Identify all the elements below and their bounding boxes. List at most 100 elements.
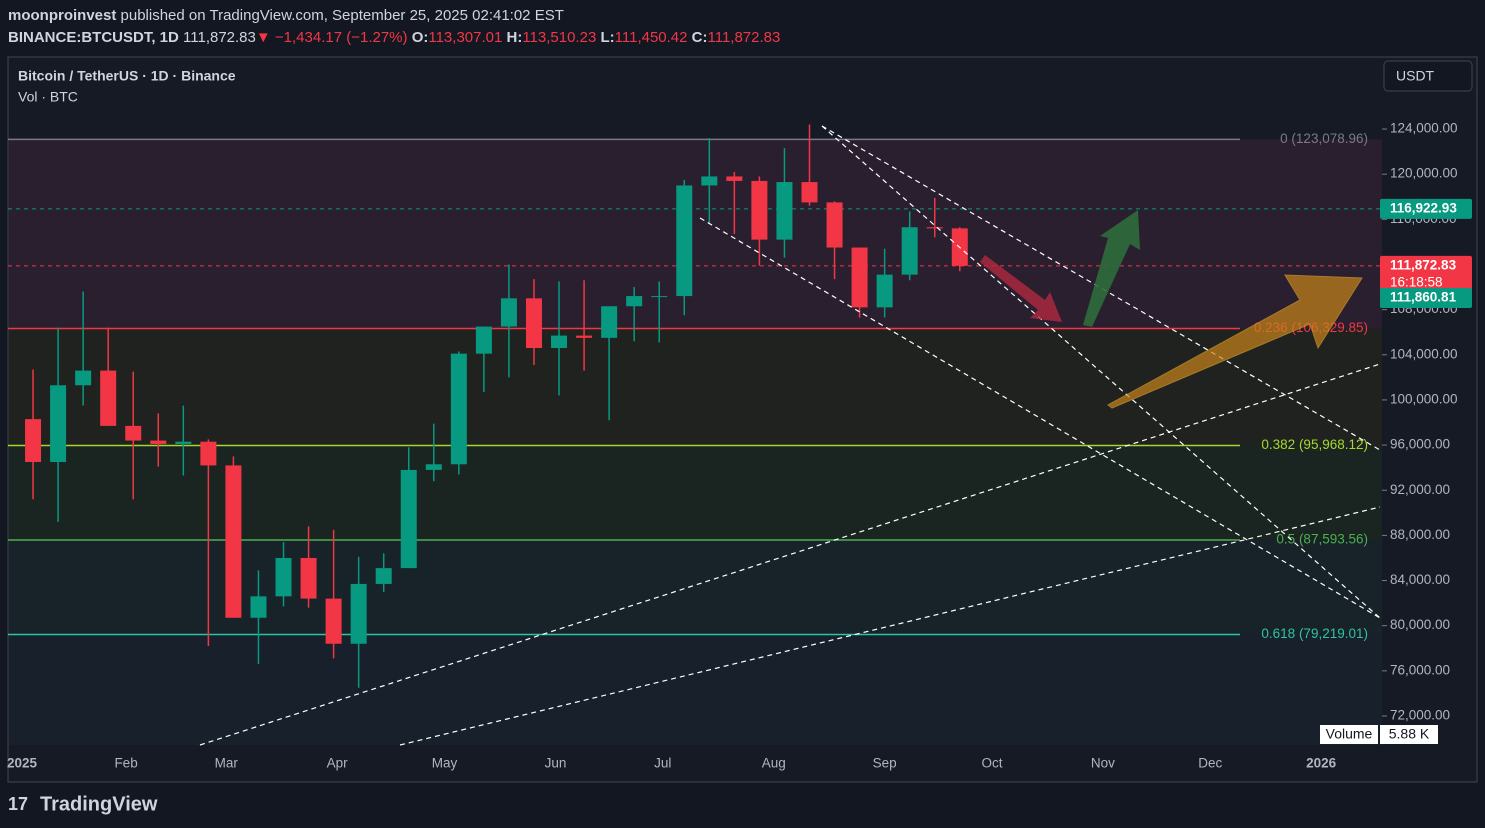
candle-body [450,353,467,465]
volume-value-tag [1380,725,1438,744]
published: published on TradingView.com, September … [121,7,564,24]
fib-label: 0.382 (95,968.12) [1261,437,1368,452]
candle-body [325,598,342,644]
candle-body [175,441,192,444]
x-tick-label: Jun [545,756,567,771]
price-tag-label: 111,872.83 [1390,257,1457,272]
trend-line [699,217,1381,619]
candle-body [626,296,643,307]
candle-body [826,202,843,248]
currency[interactable]: USDT [1396,68,1435,84]
x-tick-label: Apr [327,756,349,771]
volume-label: Volume [1326,726,1373,742]
candle-body [676,185,693,297]
symbol: BINANCE:BTCUSDT, 1D [8,29,179,46]
price-tag-timer: 16:18:58 [1390,274,1443,289]
candle-body [25,419,42,463]
candle-body [300,557,317,599]
x-tick-label: Mar [215,756,239,771]
candle-body [651,296,668,298]
candle-body [601,306,618,338]
x-tick-label: Jul [654,756,671,771]
candle-body [150,440,167,444]
candle-body [701,176,718,186]
down-arrow [980,255,1062,322]
plot: 0 (123,078.96)0.236 (106,329.85)0.382 (9… [8,124,1382,688]
h-label: H: [507,29,523,46]
candle-body [100,370,117,426]
price-tag-label: 111,860.81 [1390,290,1457,305]
up-arrow-large [1107,274,1363,409]
up-arrow [1083,210,1140,327]
candle-body [751,180,768,240]
candle-body [851,247,868,308]
y-tick-label: 72,000.00 [1390,708,1450,723]
price-tag [1380,288,1472,309]
quote-line: BINANCE:BTCUSDT, 1D 111,872.83▼ −1,434.1… [8,29,780,46]
volume-value: 5.88 K [1389,726,1430,742]
candle-body [551,335,568,349]
brand-logo: 17 [8,794,28,814]
y-tick-label: 92,000.00 [1390,482,1450,497]
arrow: ▼ [256,29,271,46]
last: 111,872.83 [183,29,256,46]
candle-body [50,385,67,463]
fib-band [9,634,1382,745]
x-tick-label: Sep [873,756,897,771]
high: 113,510.23 [522,29,596,46]
change: −1,434.17 (−1.27%) [275,29,408,46]
fib-band [9,539,1382,635]
candle-body [801,182,818,203]
y-tick-label: 76,000.00 [1390,662,1450,677]
fib-band [9,328,1382,446]
currency-button[interactable] [1383,60,1473,92]
open: 113,307.01 [428,29,502,46]
author: moonproinvest [8,7,116,24]
o-label: O: [412,29,429,46]
price-axis: 2025 Feb Mar Apr May Jun Jul Aug Sep Oct Nov Dec 202… [7,58,1476,771]
candle-body [125,425,142,441]
volume-tag [1320,725,1378,744]
x-tick-label: Feb [114,756,137,771]
chart-subtitle: Vol · BTC [18,89,78,105]
x-tick-label: Nov [1091,756,1115,771]
l-label: L: [600,29,614,46]
x-tick-label: Aug [762,756,786,771]
x-tick-label: Dec [1198,756,1222,771]
price-tag [1380,198,1472,219]
y-tick-label: 96,000.00 [1390,437,1450,452]
price-tag [1380,255,1472,294]
candle-body [400,469,417,569]
price-tag-label: 116,922.93 [1390,200,1457,215]
y-tick-label: 120,000.00 [1390,166,1458,181]
fib-label: 0 (123,078.96) [1280,131,1368,146]
candle-body [350,583,367,644]
candle-body [776,182,793,240]
candle-body [901,227,918,275]
fib-label: 0.5 (87,593.56) [1276,532,1368,547]
y-tick-label: 104,000.00 [1390,346,1458,361]
axis-bg [1382,58,1476,745]
fib-band [9,139,1382,329]
y-tick-label: 100,000.00 [1390,391,1458,406]
x-tick-label: 2025 [7,756,38,771]
publish-line: moonproinvest published on TradingView.c… [8,7,564,24]
candle-body [926,227,943,229]
low: 111,450.42 [615,29,688,46]
candle-body [225,465,242,618]
x-tick-label: 2026 [1306,756,1337,771]
fib-label: 0.618 (79,219.01) [1261,626,1368,641]
x-tick-label: May [432,756,458,771]
candle-body [475,326,492,354]
drawings [199,125,1381,746]
candle-body [425,464,442,470]
candle-body [75,370,92,386]
y-tick-label: 124,000.00 [1390,121,1458,136]
candle-body [576,335,593,338]
candle-body [200,441,217,466]
candle-body [726,176,743,181]
brand: TradingView [40,793,158,815]
chart-title: Bitcoin / TetherUS · 1D · Binance [18,68,236,84]
candle-body [275,557,292,597]
trend-line [399,506,1381,746]
